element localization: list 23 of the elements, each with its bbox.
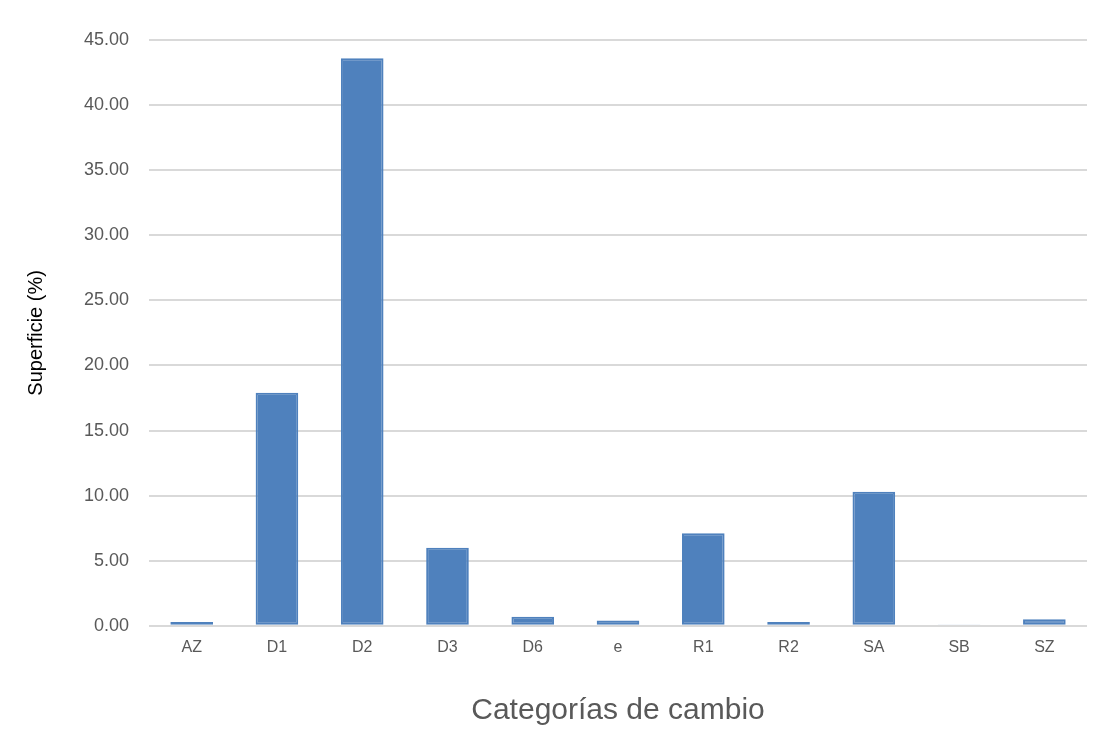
x-tick-label: D3 [437,637,458,655]
y-axis-title: Superficie (%) [23,270,46,396]
y-tick-label: 5.00 [94,549,130,570]
y-tick-label: 0.00 [94,614,130,635]
y-tick-label: 40.00 [84,94,130,115]
x-tick-label: D1 [266,637,288,655]
x-tick-label: e [613,637,623,655]
y-tick-label: 15.00 [84,419,130,440]
y-tick-label: 10.00 [84,484,130,505]
x-tick-label: D6 [522,637,544,655]
y-tick-label: 25.00 [84,289,130,310]
y-tick-label: 30.00 [84,224,130,245]
x-tick-label: AZ [181,637,203,655]
x-tick-label: D2 [351,637,373,655]
y-tick-label: 45.00 [84,28,130,49]
x-tick-label: SB [948,637,970,655]
x-tick-label: SA [863,637,885,655]
x-tick-label: R1 [693,637,714,655]
y-tick-label: 35.00 [84,159,130,180]
x-axis-title: Categorías de cambio [471,692,765,726]
x-tick-label: R2 [778,637,799,655]
x-tick-label: SZ [1034,637,1055,655]
y-tick-label: 20.00 [84,354,130,375]
